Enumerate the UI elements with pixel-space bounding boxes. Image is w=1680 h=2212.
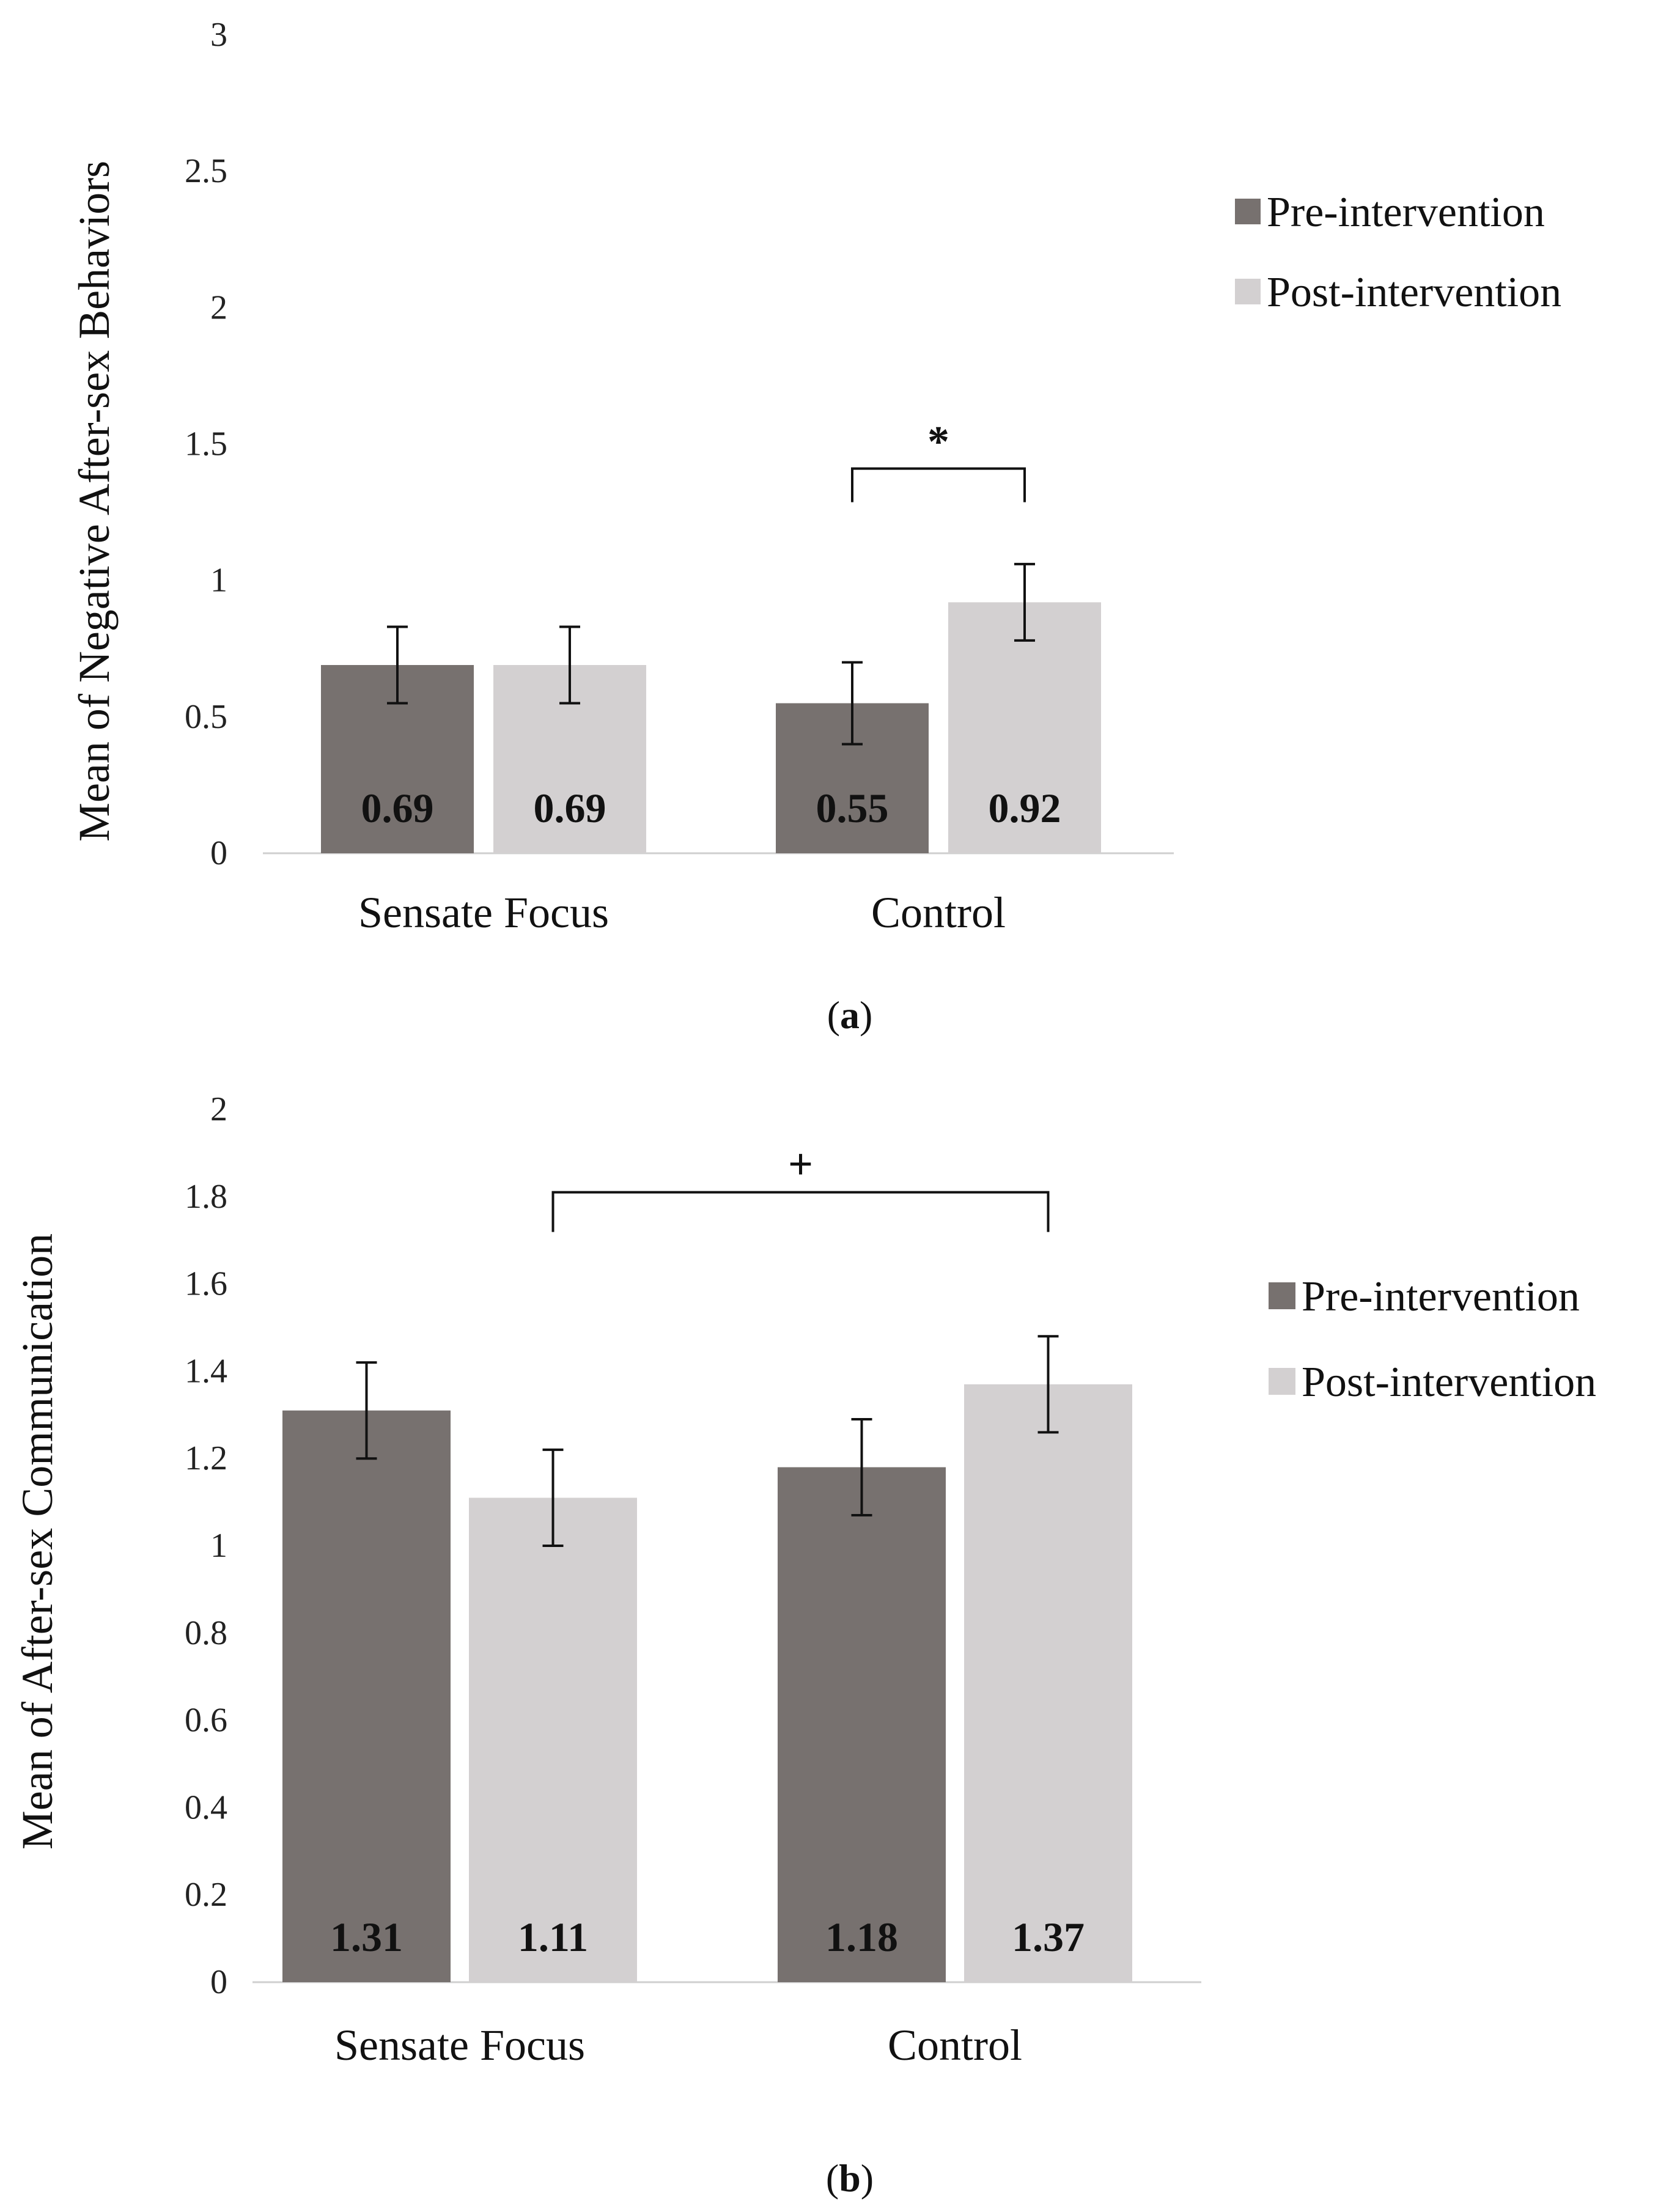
y-tick-label: 2 [210, 288, 227, 326]
bar-value-label: 0.92 [989, 785, 1061, 831]
significance-marker: * [927, 417, 949, 466]
bar-post-intervention-sensate-focus [469, 1497, 637, 1982]
y-tick-label: 1 [210, 562, 227, 600]
legend-label: Post-intervention [1302, 1359, 1596, 1406]
x-category-label: Control [888, 2021, 1022, 2070]
chart-panel-a: 0 0.5 1 1.5 2 2.5 3 Mean of Negative After-sex … [70, 16, 1561, 1037]
y-tick-label: 1.2 [185, 1439, 227, 1477]
significance-marker: + [788, 1140, 813, 1189]
y-tick-label: 2.5 [185, 152, 227, 190]
y-tick-label: 1.4 [185, 1352, 227, 1390]
y-tick-label: 1.6 [185, 1265, 227, 1303]
y-tick-label: 2 [210, 1090, 227, 1128]
y-axis-label: Mean of Negative After-sex Behaviors [70, 161, 119, 842]
bar-post-intervention-control [948, 602, 1101, 853]
bar-value-label: 0.55 [816, 785, 889, 831]
x-category-label: Control [871, 888, 1006, 937]
bar-value-label: 1.31 [330, 1914, 403, 1960]
y-tick-label: 0.6 [185, 1702, 227, 1740]
bar-pre-intervention-sensate-focus [282, 1410, 451, 1982]
y-tick-label: 1.5 [185, 425, 227, 463]
y-tick-label: 0.2 [185, 1876, 227, 1914]
legend-label: Post-intervention [1267, 269, 1561, 316]
bar-value-label: 0.69 [534, 785, 606, 831]
significance-bracket [551, 1191, 1050, 1232]
y-axis-label: Mean of After-sex Communication [13, 1233, 62, 1850]
y-tick-label: 0 [210, 1963, 227, 2001]
bar-value-label: 1.11 [518, 1914, 588, 1960]
panel-caption: (a) [827, 993, 873, 1037]
y-tick-label: 1 [210, 1527, 227, 1565]
legend-swatch-post-intervention [1269, 1368, 1295, 1395]
y-tick-label: 0.8 [185, 1614, 227, 1652]
chart-panel-b: 0 0.2 0.4 0.6 0.8 1 1.2 1.4 1.6 1.8 2 Mean of After… [13, 1090, 1596, 2200]
significance-bracket [851, 467, 1026, 502]
panel-caption: (b) [826, 2156, 874, 2200]
legend-swatch-pre-intervention [1269, 1282, 1295, 1309]
legend-label: Pre-intervention [1302, 1273, 1580, 1320]
bar-value-label: 1.18 [825, 1914, 898, 1960]
y-tick-label: 0.5 [185, 698, 227, 736]
bar-pre-intervention-control [778, 1467, 946, 1982]
legend-swatch-pre-intervention [1235, 199, 1261, 224]
panel-caption-letter: b [839, 2156, 861, 2200]
bar-value-label: 1.37 [1012, 1914, 1085, 1960]
x-category-label: Sensate Focus [358, 888, 609, 937]
y-tick-label: 0 [210, 834, 227, 872]
bar-value-label: 0.69 [361, 785, 434, 831]
y-tick-label: 0.4 [185, 1788, 227, 1826]
panel-caption-letter: a [840, 993, 860, 1037]
legend-label: Pre-intervention [1267, 189, 1545, 236]
x-category-label: Sensate Focus [334, 2021, 585, 2070]
y-tick-label: 1.8 [185, 1178, 227, 1216]
bar-post-intervention-control [964, 1384, 1132, 1982]
y-tick-label: 3 [210, 16, 227, 54]
legend-swatch-post-intervention [1235, 279, 1261, 304]
